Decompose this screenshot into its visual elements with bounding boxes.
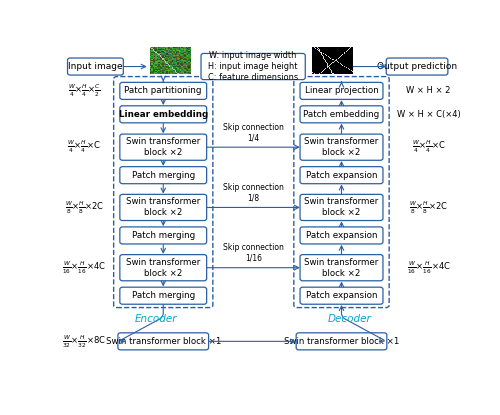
FancyBboxPatch shape [120,287,206,304]
Text: $\frac{W}{4}$$\times$$\frac{H}{4}$$\times$$\frac{C}{2}$: $\frac{W}{4}$$\times$$\frac{H}{4}$$\time… [68,83,100,99]
Text: Linear projection: Linear projection [304,86,378,95]
Text: Patch expansion: Patch expansion [306,291,378,300]
FancyBboxPatch shape [300,106,383,123]
Text: Skip connection
1/16: Skip connection 1/16 [223,244,284,263]
Text: $\frac{W}{4}$$\times$$\frac{H}{4}$$\times$C: $\frac{W}{4}$$\times$$\frac{H}{4}$$\time… [412,139,446,155]
FancyBboxPatch shape [120,134,206,160]
FancyBboxPatch shape [118,333,208,350]
FancyBboxPatch shape [386,58,448,75]
FancyBboxPatch shape [300,194,383,220]
Text: Swin transformer
block ×2: Swin transformer block ×2 [126,198,200,217]
Text: Patch merging: Patch merging [132,171,195,180]
Text: W × H × C(×4): W × H × C(×4) [397,110,460,119]
Text: Input image: Input image [68,62,123,71]
Text: Swin transformer block ×1: Swin transformer block ×1 [106,337,221,346]
Text: Patch embedding: Patch embedding [304,110,380,119]
FancyBboxPatch shape [120,167,206,184]
Text: $\frac{W}{8}$$\times$$\frac{H}{8}$$\times$2C: $\frac{W}{8}$$\times$$\frac{H}{8}$$\time… [64,199,104,216]
Text: Swin transformer
block ×2: Swin transformer block ×2 [126,258,200,278]
Text: Linear embedding: Linear embedding [118,110,208,119]
FancyBboxPatch shape [300,167,383,184]
Text: $\frac{W}{8}$$\times$$\frac{H}{8}$$\times$2C: $\frac{W}{8}$$\times$$\frac{H}{8}$$\time… [409,199,448,216]
FancyBboxPatch shape [120,255,206,281]
FancyBboxPatch shape [120,82,206,100]
Text: Output prediction: Output prediction [377,62,457,71]
FancyBboxPatch shape [300,255,383,281]
Text: Patch merging: Patch merging [132,231,195,240]
Text: Patch expansion: Patch expansion [306,231,378,240]
Text: Skip connection
1/4: Skip connection 1/4 [223,123,284,142]
Text: $\frac{W}{16}$$\times$$\frac{H}{16}$$\times$4C: $\frac{W}{16}$$\times$$\frac{H}{16}$$\ti… [62,259,106,276]
Text: $\frac{W}{4}$$\times$$\frac{H}{4}$$\times$C: $\frac{W}{4}$$\times$$\frac{H}{4}$$\time… [68,139,101,155]
Text: $\frac{W}{16}$$\times$$\frac{H}{16}$$\times$4C: $\frac{W}{16}$$\times$$\frac{H}{16}$$\ti… [407,259,451,276]
Text: Patch partitioning: Patch partitioning [124,86,202,95]
Text: Swin transformer block ×1: Swin transformer block ×1 [284,337,399,346]
Text: Encoder: Encoder [134,314,177,324]
FancyBboxPatch shape [300,82,383,100]
FancyBboxPatch shape [120,106,206,123]
Text: Patch merging: Patch merging [132,291,195,300]
Text: W × H × 2: W × H × 2 [406,86,451,95]
FancyBboxPatch shape [300,134,383,160]
FancyBboxPatch shape [300,287,383,304]
FancyBboxPatch shape [296,333,387,350]
Text: Swin transformer
block ×2: Swin transformer block ×2 [304,198,378,217]
Text: Skip connection
1/8: Skip connection 1/8 [223,183,284,203]
Text: Patch expansion: Patch expansion [306,171,378,180]
Text: Swin transformer
block ×2: Swin transformer block ×2 [304,258,378,278]
FancyBboxPatch shape [201,54,306,80]
FancyBboxPatch shape [300,227,383,244]
FancyBboxPatch shape [120,227,206,244]
FancyBboxPatch shape [120,194,206,220]
Text: Swin transformer
block ×2: Swin transformer block ×2 [126,137,200,157]
Text: W: input image width
H: input image height
C: feature dimensions: W: input image width H: input image heig… [208,51,298,82]
Text: Swin transformer
block ×2: Swin transformer block ×2 [304,137,378,157]
Text: Decoder: Decoder [328,314,371,324]
Text: $\frac{W}{32}$$\times$$\frac{H}{32}$$\times$8C: $\frac{W}{32}$$\times$$\frac{H}{32}$$\ti… [62,333,106,349]
FancyBboxPatch shape [68,58,124,75]
